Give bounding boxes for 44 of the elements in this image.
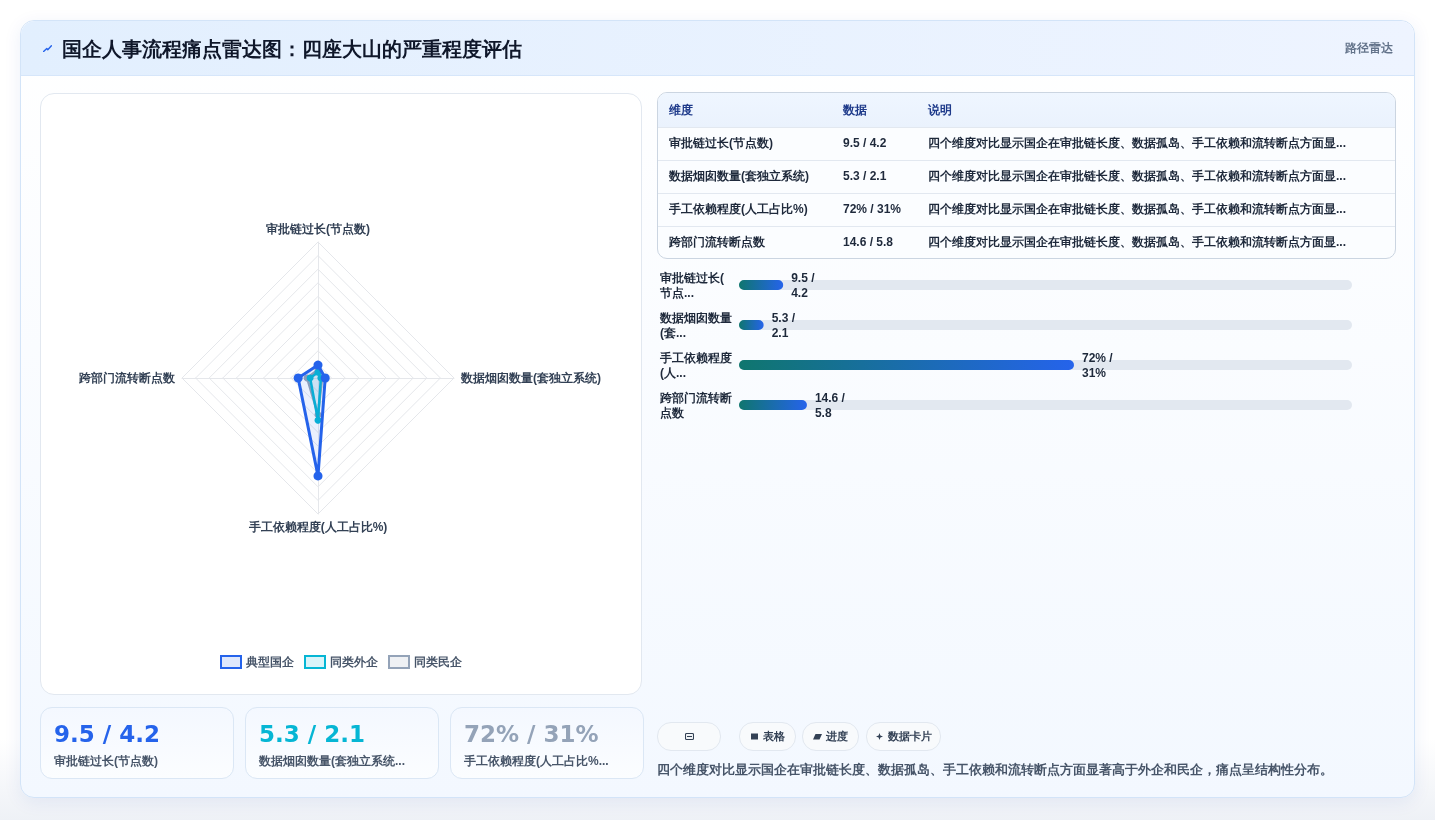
text: 14.6 / 5.8 [843,235,894,250]
spoke-label: 手工依赖程度(人工占比%) [247,520,388,534]
text: 维度 [669,103,693,118]
text: 四个维度对比显示国企在审批链长度、数据孤岛、手工依赖和流转断点方面显... [928,169,1347,184]
data-label: 9.5 / 4.2 [791,270,818,300]
text: 审批链过长(节点数) [669,136,773,151]
text: 表格 [763,729,785,744]
legend-label: 典型国企 [245,655,295,669]
spoke-label: 跨部门流转断点数 [78,371,176,385]
text: 72% / 31% [464,720,599,748]
y-tick-label: 跨部门流转断点数 [659,390,732,420]
text: 手工依赖程度(人工占比%) [669,202,808,217]
chart-title: 国企人事流程痛点雷达图：四座大山的严重程度评估 [62,37,522,62]
data-label: 14.6 / 5.8 [814,390,849,420]
text: 四个维度对比显示国企在审批链长度、数据孤岛、手工依赖和流转断点方面显... [928,235,1347,250]
text: 手工依赖程度(人工占比%... [464,753,609,769]
text: 9.5 / 4.2 [843,136,887,151]
text: 四个维度对比显示国企在审批链长度、数据孤岛、手工依赖和流转断点方面显... [928,202,1347,217]
y-tick-label: 数据烟囱数量(套... [659,310,732,340]
data-label: 5.3 / 2.1 [771,310,799,340]
y-tick-label: 审批链过长(节点... [659,270,724,300]
text: 数据烟囱数量(套独立系统... [259,753,405,769]
text: 路径雷达 [1345,40,1393,56]
text: 5.3 / 2.1 [259,720,365,748]
text: 进度 [826,729,848,744]
text: 数据卡片 [888,729,932,744]
text: 四个维度对比显示国企在审批链长度、数据孤岛、手工依赖和流转断点方面显... [928,136,1347,151]
data-label: 72% / 31% [1081,350,1116,380]
bar [739,400,807,410]
legend-label: 同类民企 [414,655,463,669]
text: 9.5 / 4.2 [54,720,160,748]
text: 审批链过长(节点数) [54,753,158,769]
y-tick-label: 手工依赖程度(人... [659,350,732,380]
text: 跨部门流转断点数 [669,235,765,250]
spoke-label: 审批链过长(节点数) [266,222,370,236]
text: 数据烟囱数量(套独立系统) [669,169,809,184]
text: 72% / 31% [843,202,902,217]
legend-label: 同类外企 [330,655,379,669]
text: 四个维度对比显示国企在审批链长度、数据孤岛、手工依赖和流转断点方面显著高于外企和民企，痛点呈结构性分布。 [657,761,1333,779]
bar [739,280,784,290]
text: 5.3 / 2.1 [843,169,887,184]
text: 数据 [843,103,867,118]
spoke-label: 数据烟囱数量(套独立系统) [460,371,601,385]
text: 说明 [928,103,952,118]
